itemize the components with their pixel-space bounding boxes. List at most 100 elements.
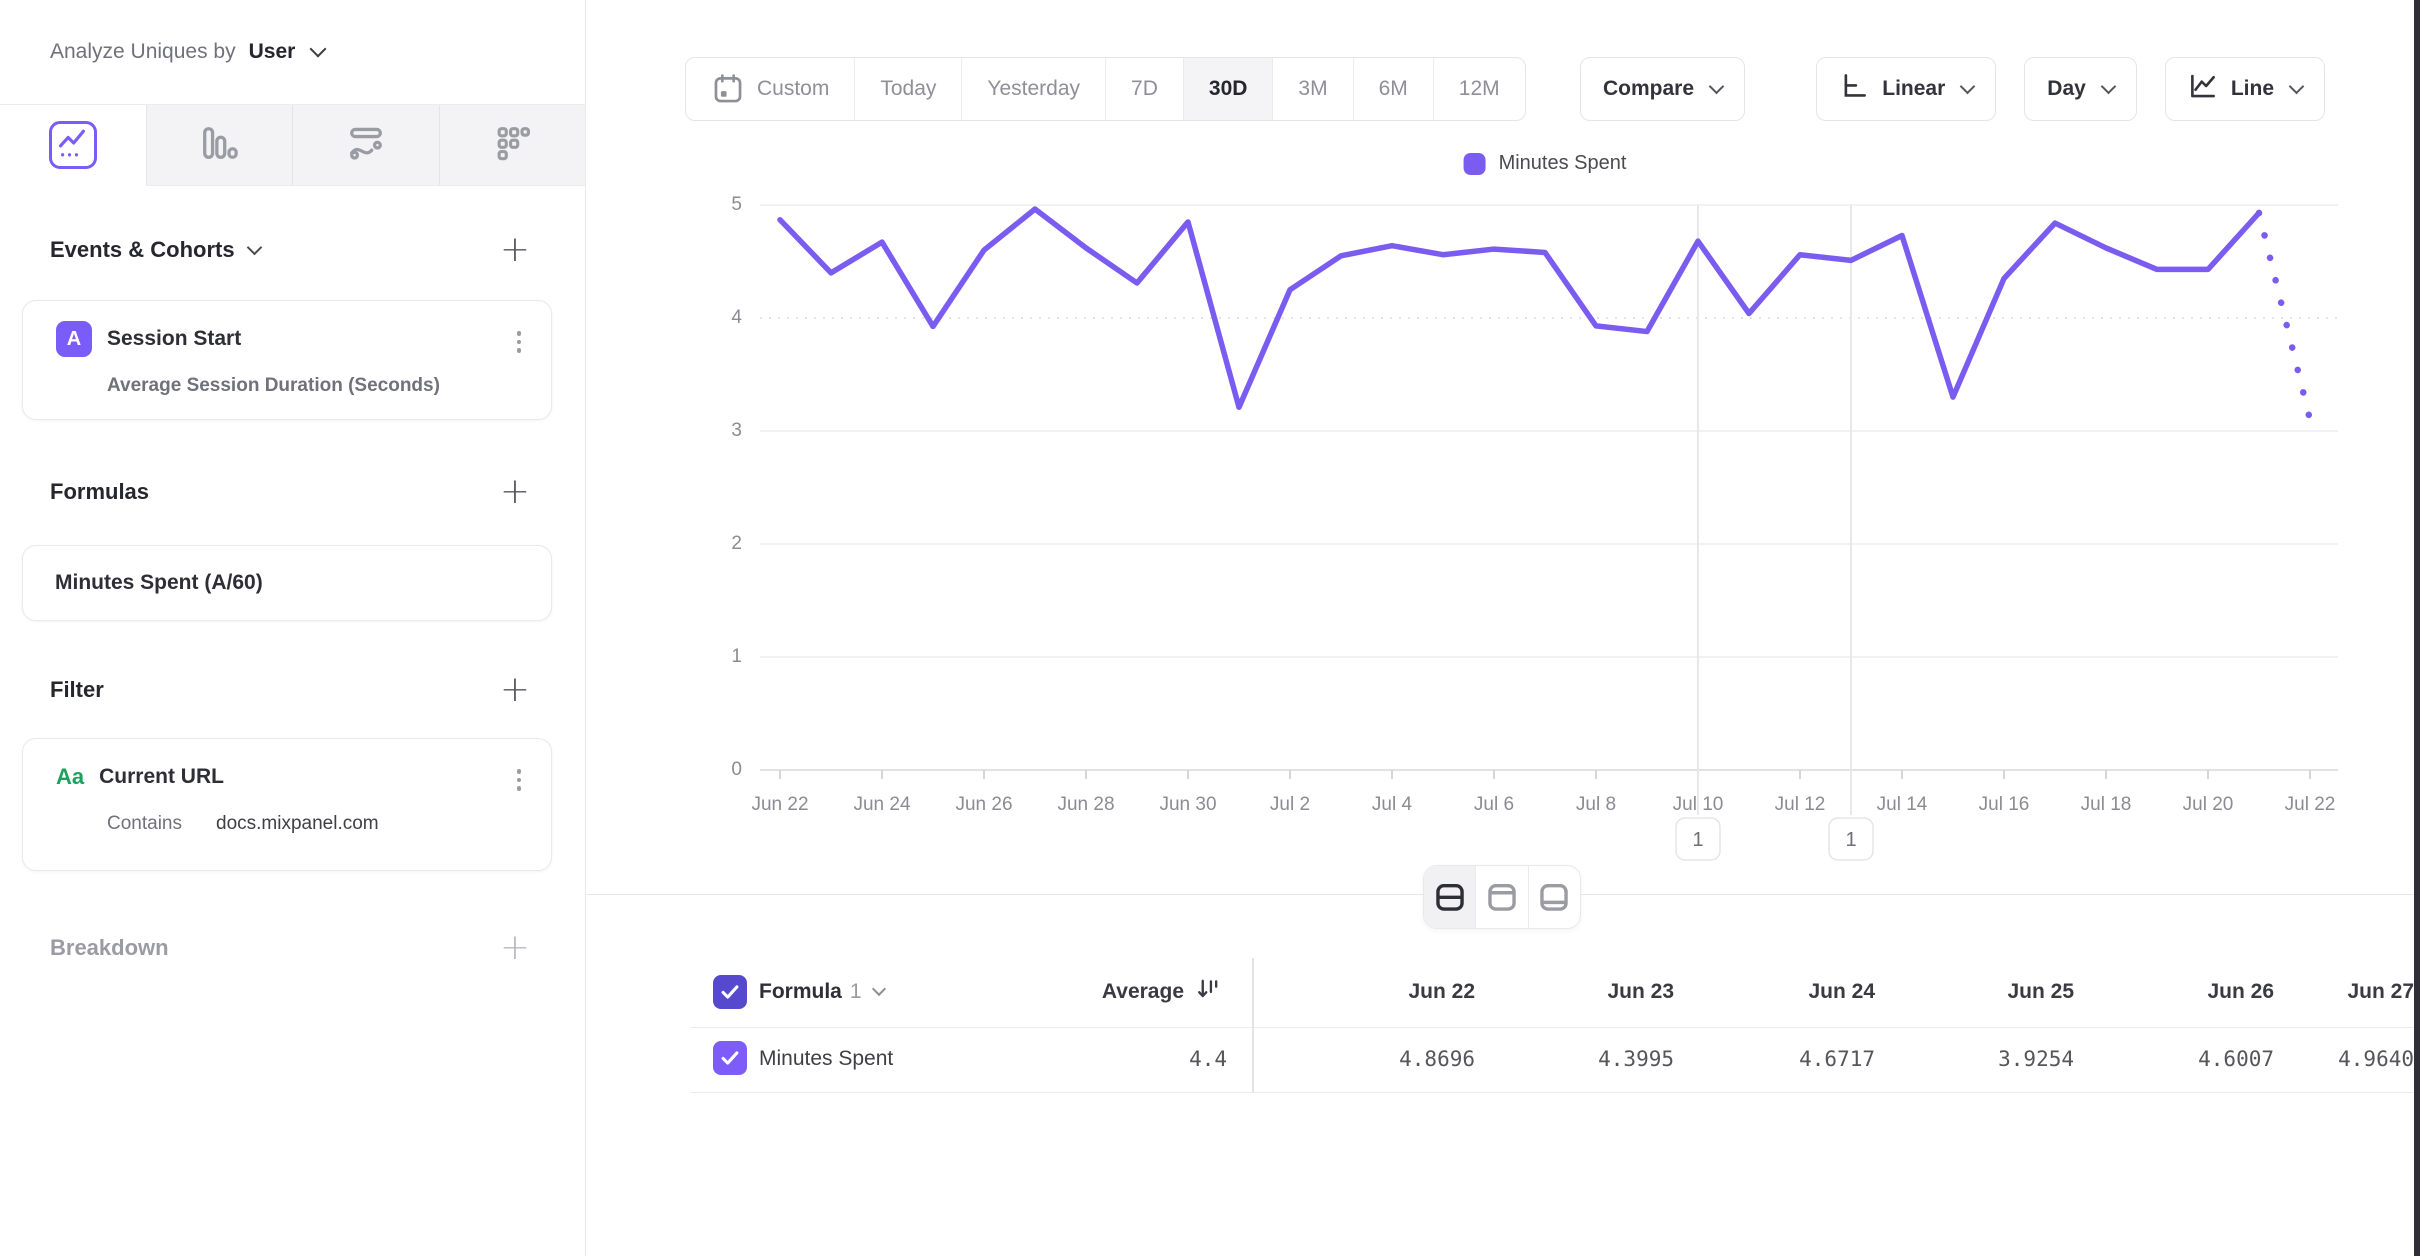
svg-text:Jun 30: Jun 30 — [1159, 794, 1216, 815]
chevron-down-icon — [2100, 78, 2117, 94]
series-name-cell[interactable]: Minutes Spent — [759, 1047, 894, 1070]
svg-text:Jul 14: Jul 14 — [1877, 794, 1928, 815]
compare-label: Compare — [1603, 77, 1695, 100]
formula-card[interactable]: Minutes Spent (A/60) — [22, 545, 552, 621]
filter-section-header: Filter + — [50, 668, 530, 712]
filter-condition: Contains docs.mixpanel.com — [107, 813, 379, 835]
analyze-uniques-value[interactable]: User — [248, 40, 296, 63]
series-line[interactable] — [777, 206, 2262, 411]
split-view-icon — [1433, 880, 1467, 914]
line-chart-icon — [55, 125, 91, 166]
annotation-badge[interactable]: 1 — [1675, 817, 1721, 861]
string-property-icon: Aa — [56, 764, 85, 789]
svg-text:Jul 22: Jul 22 — [2285, 794, 2336, 815]
value-cell-jun-27: 4.9640 — [2338, 1047, 2414, 1071]
date-range-6m[interactable]: 6M — [1354, 58, 1434, 120]
svg-text:Jul 4: Jul 4 — [1372, 794, 1413, 815]
value-cell-jun-23: 4.3995 — [1598, 1047, 1674, 1071]
scale-dropdown[interactable]: Linear — [1816, 57, 1997, 121]
line-chart[interactable]: Jun 22 Jun 24 Jun 26 Jun 28 Jun 30 Jul 2 Jul 4… — [740, 195, 2420, 895]
layout-toggle-split-view[interactable] — [1424, 866, 1477, 928]
svg-text:1: 1 — [1845, 829, 1856, 851]
layout-toggle-table-only[interactable] — [1529, 866, 1580, 928]
layout-toggle — [1423, 865, 1581, 929]
event-name[interactable]: Session Start — [107, 327, 242, 350]
chart-legend[interactable]: Minutes Spent — [1463, 152, 1626, 175]
formula-group-header[interactable]: Formula 1 — [759, 974, 886, 1010]
column-header-jun-27[interactable]: Jun 27 — [2347, 980, 2414, 1003]
filter-property-name[interactable]: Current URL — [99, 765, 224, 788]
svg-text:Jul 16: Jul 16 — [1979, 794, 2030, 815]
date-range-3m[interactable]: 3M — [1273, 58, 1354, 120]
chart-type-dropdown[interactable]: Line — [2164, 57, 2325, 121]
event-card-session-start[interactable]: A Session Start Average Session Duration… — [22, 300, 552, 420]
svg-text:Jul 12: Jul 12 — [1775, 794, 1826, 815]
svg-text:Jul 8: Jul 8 — [1576, 794, 1616, 815]
series-line-incomplete — [2255, 209, 2314, 423]
analyze-uniques-row: Analyze Uniques by User — [0, 0, 585, 105]
filter-card-current-url[interactable]: Aa Current URL Contains docs.mixpanel.com — [22, 738, 552, 871]
chart-type-tabs — [0, 105, 585, 186]
value-cell-jun-25: 3.9254 — [1998, 1047, 2074, 1071]
add-event-button plus-icon[interactable]: + — [499, 229, 530, 270]
chevron-down-icon — [309, 40, 327, 58]
average-column-header[interactable]: Average — [1102, 974, 1222, 1010]
axis-scale-icon — [1839, 71, 1869, 107]
tab-bar-chart[interactable] — [146, 105, 293, 186]
kebab-menu-icon[interactable] — [513, 765, 526, 795]
y-axis-tick-label: 0 — [731, 759, 742, 780]
column-header-jun-24[interactable]: Jun 24 — [1808, 980, 1875, 1003]
date-range-30d[interactable]: 30D — [1183, 58, 1274, 120]
interval-dropdown[interactable]: Day — [2024, 57, 2137, 121]
filter-operator[interactable]: Contains — [107, 813, 182, 834]
formula-group-label: Formula — [759, 980, 842, 1003]
formula-group-index: 1 — [849, 980, 862, 1003]
tab-grid-metric[interactable] — [439, 105, 585, 186]
svg-text:Jun 22: Jun 22 — [751, 794, 808, 815]
sort-icon — [1194, 975, 1222, 1009]
add-breakdown-button plus-icon[interactable]: + — [499, 927, 530, 968]
filter-value[interactable]: docs.mixpanel.com — [216, 813, 379, 834]
calendar-icon — [711, 72, 745, 106]
filter-card-row: Aa Current URL — [56, 757, 481, 797]
column-header-jun-25[interactable]: Jun 25 — [2007, 980, 2074, 1003]
breakdown-label: Breakdown — [50, 935, 169, 960]
add-formula-button plus-icon[interactable]: + — [499, 471, 530, 512]
events-cohorts-section-header: Events & Cohorts + — [50, 228, 530, 272]
formula-name[interactable]: Minutes Spent (A/60) — [55, 571, 263, 594]
tab-line-chart[interactable] — [0, 105, 147, 186]
layout-toggle-chart-only[interactable] — [1476, 866, 1529, 928]
svg-text:Jul 6: Jul 6 — [1474, 794, 1514, 815]
average-label: Average — [1101, 980, 1184, 1003]
compare-button[interactable]: Compare — [1580, 57, 1746, 121]
date-range-12m[interactable]: 12M — [1458, 77, 1500, 100]
kebab-menu-icon[interactable] — [513, 327, 526, 357]
date-range-yesterday[interactable]: Yesterday — [962, 58, 1107, 120]
chart-only-icon — [1485, 880, 1519, 914]
tab-flow-chart[interactable] — [293, 105, 440, 186]
add-filter-button plus-icon[interactable]: + — [499, 669, 530, 710]
date-range-today[interactable]: Today — [855, 58, 963, 120]
table-only-icon — [1537, 880, 1571, 914]
event-aggregation[interactable]: Average Session Duration (Seconds) — [107, 375, 440, 396]
column-header-jun-26[interactable]: Jun 26 — [2207, 980, 2274, 1003]
window-edge — [2414, 0, 2420, 1256]
annotation-badge[interactable]: 1 — [1828, 817, 1874, 861]
breakdown-section-header: Breakdown + — [50, 926, 530, 970]
y-axis-tick-label: 5 — [731, 194, 742, 215]
scale-label: Linear — [1882, 77, 1946, 100]
date-range-custom[interactable]: Custom — [686, 58, 856, 120]
y-axis-tick-label: 2 — [731, 533, 742, 554]
column-header-jun-23[interactable]: Jun 23 — [1607, 980, 1674, 1003]
grid-metric-icon — [492, 123, 532, 168]
column-header-jun-22[interactable]: Jun 22 — [1408, 980, 1475, 1003]
events-cohorts-toggle[interactable]: Events & Cohorts — [50, 237, 262, 263]
svg-text:Jul 2: Jul 2 — [1270, 794, 1310, 815]
series-checkbox[interactable] — [713, 1041, 747, 1075]
main-panel: Custom Today Yesterday 7D 30D 3M 6M 12M Compare… — [585, 0, 2420, 1256]
date-range-7d[interactable]: 7D — [1106, 58, 1184, 120]
events-cohorts-label: Events & Cohorts — [50, 237, 235, 262]
select-all-checkbox[interactable] — [713, 975, 747, 1009]
series-swatch — [1463, 152, 1486, 175]
